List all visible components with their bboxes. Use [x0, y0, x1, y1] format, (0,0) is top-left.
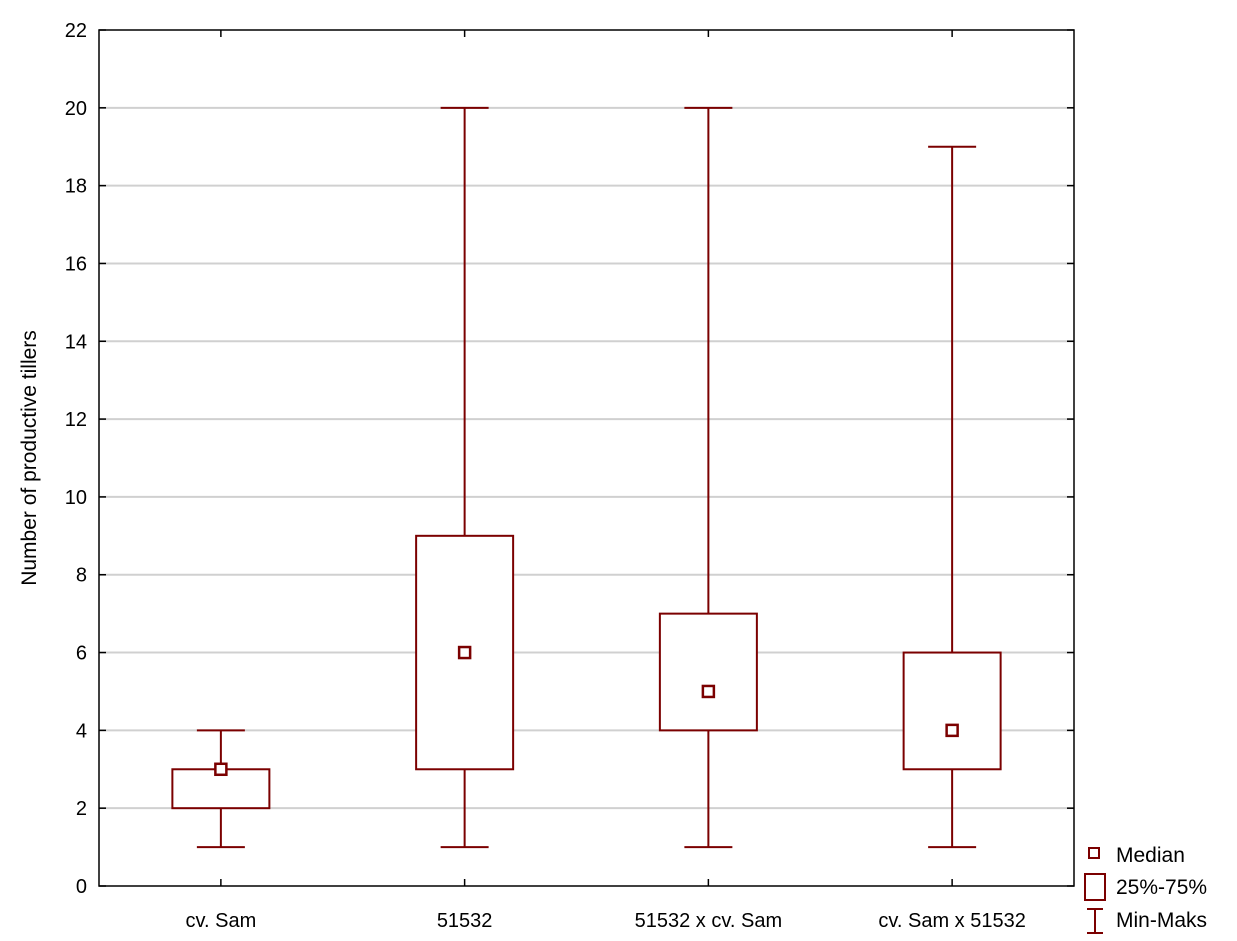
y-tick-label: 12 — [65, 409, 87, 431]
y-tick-label: 18 — [65, 176, 87, 198]
box-group — [171, 729, 271, 849]
y-tick-label: 6 — [76, 643, 87, 665]
legend-median-label: Median — [1116, 844, 1185, 867]
median-marker — [214, 762, 228, 777]
x-tick-label: cv. Sam — [185, 910, 256, 932]
iqr-box — [902, 651, 1002, 771]
median-marker — [457, 645, 472, 660]
legend: Median 25%-75% Min-Maks — [1084, 844, 1207, 934]
y-tick-label: 20 — [65, 98, 87, 120]
box-group — [902, 145, 1002, 849]
x-tick-label: cv. Sam x 51532 — [878, 910, 1025, 932]
y-tick-label: 4 — [76, 720, 87, 742]
y-tick-label: 14 — [65, 331, 87, 353]
iqr-box — [658, 612, 758, 732]
box-series — [171, 106, 1002, 849]
grid-lines — [99, 106, 1074, 810]
median-marker — [945, 723, 959, 738]
y-tick-label: 2 — [76, 798, 87, 820]
y-axis-title: Number of productive tillers — [18, 330, 41, 586]
plot-area-frame — [98, 29, 1075, 887]
median-marker — [701, 684, 716, 699]
y-tick-label: 10 — [65, 487, 87, 509]
y-tick-label: 8 — [76, 565, 87, 587]
legend-box-marker — [1084, 873, 1106, 901]
box-group — [658, 106, 758, 849]
x-tick-label: 51532 — [437, 910, 493, 932]
legend-whisker-label: Min-Maks — [1116, 909, 1207, 932]
legend-box-label: 25%-75% — [1116, 876, 1207, 899]
y-tick-label: 0 — [76, 876, 87, 898]
x-tick-label: 51532 x cv. Sam — [635, 910, 782, 932]
y-tick-label: 16 — [65, 253, 87, 275]
iqr-box — [171, 768, 271, 810]
y-tick-label: 22 — [65, 20, 87, 42]
legend-median-marker — [1088, 847, 1100, 859]
box-group — [415, 106, 515, 849]
axis-ticks: 0 2 4 6 8 10 12 14 16 18 20 22 cv. Sam 51532 51532 x c… — [65, 20, 1074, 932]
